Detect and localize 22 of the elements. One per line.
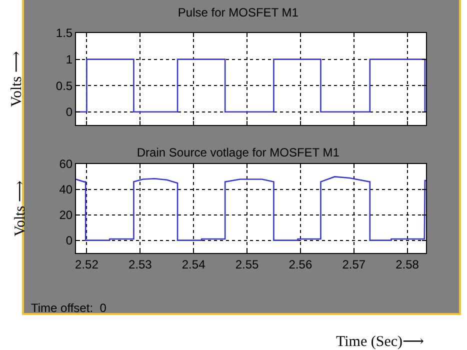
y-tick-label: 0.5 [56, 78, 73, 93]
y-axis-title: Volts ⟶ [9, 51, 26, 107]
y-tick-label: 60 [59, 157, 73, 172]
line-series [76, 176, 426, 241]
chart-title: Pulse for MOSFET M1 [178, 5, 299, 20]
y-tick-label: 1 [66, 52, 73, 66]
y-tick-label: 1.5 [56, 26, 73, 40]
x-tick-label: 2.55 [235, 257, 259, 272]
y-axis-title: Volts ⟶ [12, 180, 28, 236]
x-tick-label: 2.57 [342, 257, 366, 272]
y-tick-label: 40 [59, 182, 73, 197]
text: Time offset: 0 [31, 301, 107, 315]
x-axis-title: Time (Sec)⟶ [336, 334, 424, 350]
chart-title: Drain Source votlage for MOSFET M1 [136, 145, 340, 160]
x-tick-label: 2.56 [288, 257, 312, 272]
x-tick-label: 2.52 [75, 257, 99, 272]
y-tick-label: 0 [66, 105, 73, 120]
x-tick-label: 2.54 [182, 257, 206, 272]
x-tick-label: 2.58 [396, 257, 420, 272]
y-tick-label: 0 [66, 233, 73, 248]
x-tick-label: 2.53 [128, 257, 152, 272]
y-tick-label: 20 [59, 208, 73, 222]
